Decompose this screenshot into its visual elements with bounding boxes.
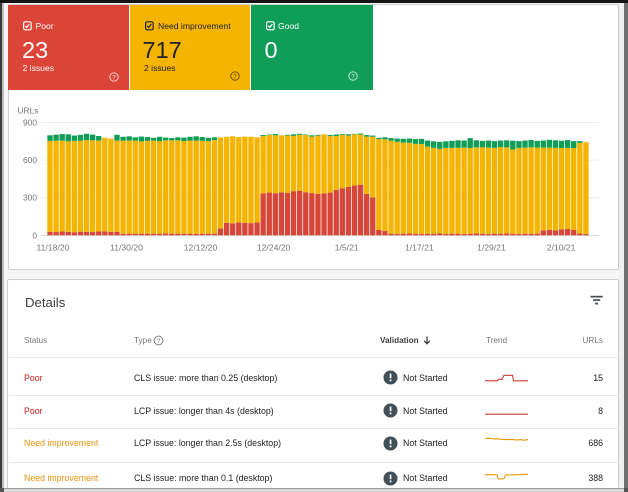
svg-text:300: 300 bbox=[23, 193, 37, 203]
svg-text:11/18/20: 11/18/20 bbox=[36, 243, 69, 253]
svg-text:12/24/20: 12/24/20 bbox=[257, 243, 291, 253]
svg-text:?: ? bbox=[156, 338, 160, 345]
svg-text:600: 600 bbox=[23, 155, 37, 165]
svg-text:12/12/20: 12/12/20 bbox=[184, 243, 218, 253]
svg-text:?: ? bbox=[233, 73, 237, 80]
svg-text:?: ? bbox=[112, 74, 116, 81]
svg-text:2/10/21: 2/10/21 bbox=[547, 243, 576, 253]
svg-text:11/30/20: 11/30/20 bbox=[110, 243, 143, 253]
svg-text:URLs: URLs bbox=[18, 106, 39, 116]
svg-text:1/5/21: 1/5/21 bbox=[335, 243, 359, 253]
svg-text:0: 0 bbox=[32, 230, 37, 240]
svg-text:1/17/21: 1/17/21 bbox=[405, 243, 434, 253]
svg-text:1/29/21: 1/29/21 bbox=[477, 243, 506, 253]
svg-text:900: 900 bbox=[23, 118, 37, 128]
svg-text:?: ? bbox=[351, 73, 355, 80]
